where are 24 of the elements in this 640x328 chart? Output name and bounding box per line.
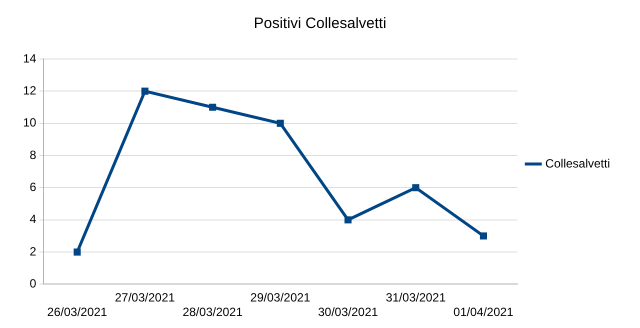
y-tick-label: 8 (30, 148, 37, 162)
point (141, 88, 148, 95)
x-tick-label: 26/03/2021 (47, 305, 108, 320)
y-tick-label: 4 (30, 212, 37, 226)
point (276, 120, 284, 127)
y-tick-label: 12 (22, 83, 37, 98)
x-tick-label: 28/03/2021 (182, 305, 243, 320)
x-tick-label: 27/03/2021 (114, 290, 176, 305)
x-tick-label: 01/04/2021 (453, 305, 514, 320)
point (74, 248, 81, 256)
point (412, 184, 420, 192)
x-tick-label: 31/03/2021 (386, 290, 446, 305)
y-tick-label: 6 (30, 180, 37, 194)
chart-title: Positivi Collesalvetti (254, 15, 386, 32)
point (209, 104, 216, 111)
point (480, 232, 487, 240)
y-tick-label: 10 (22, 116, 37, 130)
y-tick-label: 2 (30, 244, 37, 258)
x-tick-label: 29/03/2021 (250, 290, 311, 305)
y-tick-label: 14 (22, 51, 37, 66)
y-tick-label: 0 (30, 276, 37, 291)
x-tick-label: 30/03/2021 (318, 305, 378, 320)
legend-label: Collesalvetti (545, 156, 610, 170)
point (344, 216, 352, 224)
